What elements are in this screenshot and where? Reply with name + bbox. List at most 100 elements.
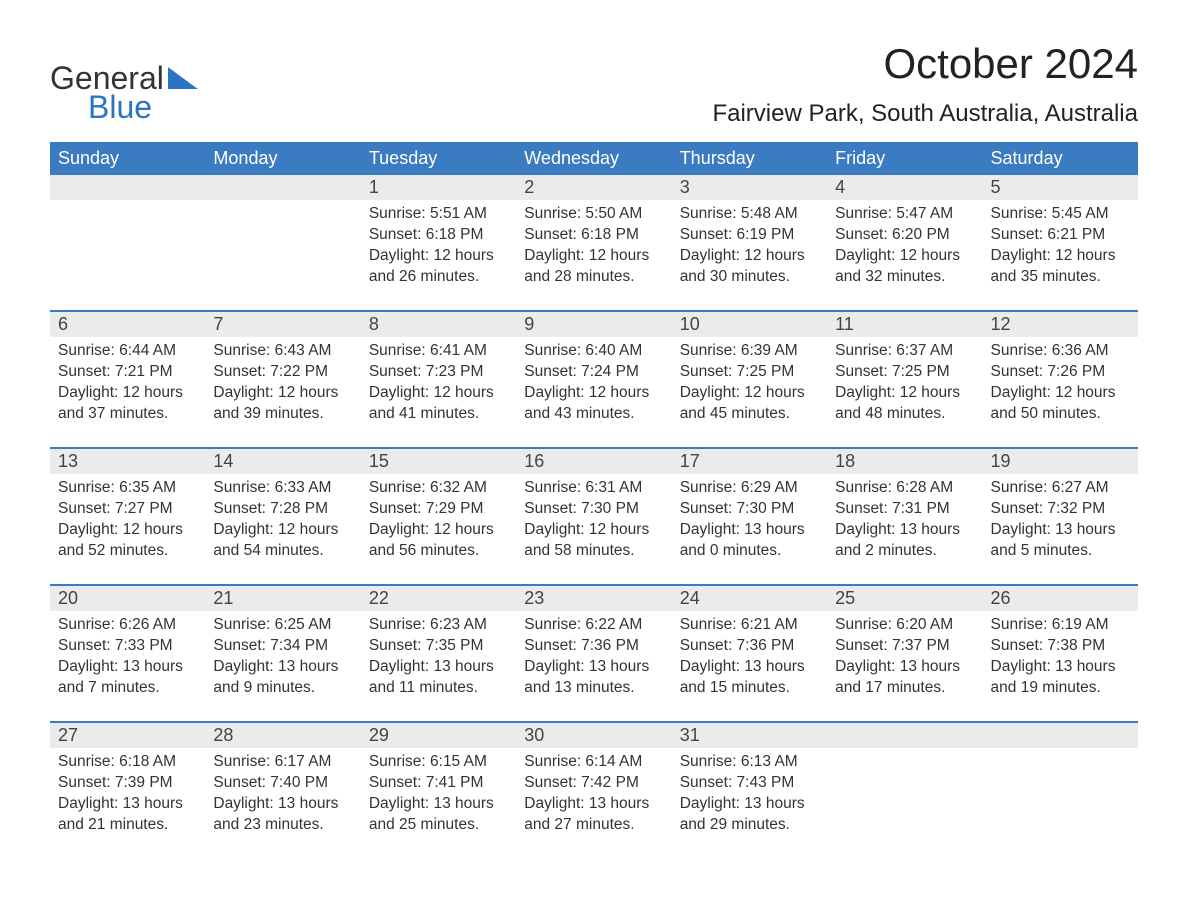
sunrise-text: Sunrise: 6:28 AM: [835, 478, 974, 499]
logo-triangle-icon: [168, 67, 198, 89]
daylight-text: Daylight: 12 hours and 50 minutes.: [991, 383, 1130, 425]
sunset-text: Sunset: 7:29 PM: [369, 499, 508, 520]
day-number: 12: [983, 312, 1138, 337]
daylight-text: Daylight: 13 hours and 23 minutes.: [213, 794, 352, 836]
day-number: 22: [361, 586, 516, 611]
sunrise-text: Sunrise: 6:41 AM: [369, 341, 508, 362]
day-number: 23: [516, 586, 671, 611]
data-row: Sunrise: 6:26 AMSunset: 7:33 PMDaylight:…: [50, 611, 1138, 711]
daylight-text: Daylight: 13 hours and 0 minutes.: [680, 520, 819, 562]
sunset-text: Sunset: 7:28 PM: [213, 499, 352, 520]
daylight-text: Daylight: 13 hours and 2 minutes.: [835, 520, 974, 562]
sunrise-text: Sunrise: 6:35 AM: [58, 478, 197, 499]
day-number: [50, 175, 205, 200]
title-block: October 2024 Fairview Park, South Austra…: [712, 40, 1138, 128]
day-data: Sunrise: 6:23 AMSunset: 7:35 PMDaylight:…: [361, 611, 516, 711]
sunrise-text: Sunrise: 6:15 AM: [369, 752, 508, 773]
sunrise-text: Sunrise: 5:45 AM: [991, 204, 1130, 225]
sunset-text: Sunset: 7:41 PM: [369, 773, 508, 794]
day-data: Sunrise: 6:33 AMSunset: 7:28 PMDaylight:…: [205, 474, 360, 574]
sunset-text: Sunset: 7:24 PM: [524, 362, 663, 383]
day-data: Sunrise: 6:13 AMSunset: 7:43 PMDaylight:…: [672, 748, 827, 848]
day-number: [827, 723, 982, 748]
day-data: Sunrise: 6:39 AMSunset: 7:25 PMDaylight:…: [672, 337, 827, 437]
daylight-text: Daylight: 12 hours and 37 minutes.: [58, 383, 197, 425]
weeks-container: 12345Sunrise: 5:51 AMSunset: 6:18 PMDayl…: [50, 175, 1138, 848]
sunset-text: Sunset: 7:23 PM: [369, 362, 508, 383]
day-number: 15: [361, 449, 516, 474]
day-data: Sunrise: 5:45 AMSunset: 6:21 PMDaylight:…: [983, 200, 1138, 300]
daylight-text: Daylight: 12 hours and 32 minutes.: [835, 246, 974, 288]
sunrise-text: Sunrise: 6:37 AM: [835, 341, 974, 362]
sunrise-text: Sunrise: 5:50 AM: [524, 204, 663, 225]
weekday-header: Wednesday: [516, 142, 671, 175]
sunset-text: Sunset: 7:35 PM: [369, 636, 508, 657]
day-number: 3: [672, 175, 827, 200]
sunset-text: Sunset: 7:34 PM: [213, 636, 352, 657]
daylight-text: Daylight: 13 hours and 9 minutes.: [213, 657, 352, 699]
weekday-header: Tuesday: [361, 142, 516, 175]
day-number: 13: [50, 449, 205, 474]
sunrise-text: Sunrise: 6:25 AM: [213, 615, 352, 636]
day-data: Sunrise: 6:27 AMSunset: 7:32 PMDaylight:…: [983, 474, 1138, 574]
sunset-text: Sunset: 7:36 PM: [680, 636, 819, 657]
daylight-text: Daylight: 13 hours and 17 minutes.: [835, 657, 974, 699]
day-number: 2: [516, 175, 671, 200]
day-data: Sunrise: 6:36 AMSunset: 7:26 PMDaylight:…: [983, 337, 1138, 437]
day-number: [205, 175, 360, 200]
day-number: 29: [361, 723, 516, 748]
day-data: Sunrise: 6:31 AMSunset: 7:30 PMDaylight:…: [516, 474, 671, 574]
sunrise-text: Sunrise: 6:26 AM: [58, 615, 197, 636]
sunrise-text: Sunrise: 6:27 AM: [991, 478, 1130, 499]
sunset-text: Sunset: 7:37 PM: [835, 636, 974, 657]
day-number: [983, 723, 1138, 748]
day-number: 18: [827, 449, 982, 474]
sunrise-text: Sunrise: 5:47 AM: [835, 204, 974, 225]
day-data: Sunrise: 6:28 AMSunset: 7:31 PMDaylight:…: [827, 474, 982, 574]
day-number: 27: [50, 723, 205, 748]
sunset-text: Sunset: 7:40 PM: [213, 773, 352, 794]
sunset-text: Sunset: 7:30 PM: [680, 499, 819, 520]
sunset-text: Sunset: 6:20 PM: [835, 225, 974, 246]
daylight-text: Daylight: 13 hours and 5 minutes.: [991, 520, 1130, 562]
sunrise-text: Sunrise: 6:33 AM: [213, 478, 352, 499]
weekday-header-row: Sunday Monday Tuesday Wednesday Thursday…: [50, 142, 1138, 175]
day-data: Sunrise: 5:47 AMSunset: 6:20 PMDaylight:…: [827, 200, 982, 300]
sunrise-text: Sunrise: 6:43 AM: [213, 341, 352, 362]
sunset-text: Sunset: 7:22 PM: [213, 362, 352, 383]
daylight-text: Daylight: 13 hours and 25 minutes.: [369, 794, 508, 836]
sunset-text: Sunset: 7:27 PM: [58, 499, 197, 520]
day-data: Sunrise: 6:21 AMSunset: 7:36 PMDaylight:…: [672, 611, 827, 711]
sunset-text: Sunset: 6:21 PM: [991, 225, 1130, 246]
calendar-page: General Blue October 2024 Fairview Park,…: [0, 0, 1188, 878]
daylight-text: Daylight: 12 hours and 43 minutes.: [524, 383, 663, 425]
sunrise-text: Sunrise: 6:14 AM: [524, 752, 663, 773]
day-number: 20: [50, 586, 205, 611]
day-data: Sunrise: 6:14 AMSunset: 7:42 PMDaylight:…: [516, 748, 671, 848]
day-data: Sunrise: 6:32 AMSunset: 7:29 PMDaylight:…: [361, 474, 516, 574]
day-number: 5: [983, 175, 1138, 200]
sunset-text: Sunset: 7:39 PM: [58, 773, 197, 794]
calendar-grid: Sunday Monday Tuesday Wednesday Thursday…: [50, 142, 1138, 848]
week-block: 6789101112Sunrise: 6:44 AMSunset: 7:21 P…: [50, 310, 1138, 437]
sunset-text: Sunset: 7:42 PM: [524, 773, 663, 794]
day-data: [827, 748, 982, 848]
day-data: Sunrise: 6:22 AMSunset: 7:36 PMDaylight:…: [516, 611, 671, 711]
day-number: 25: [827, 586, 982, 611]
daylight-text: Daylight: 12 hours and 58 minutes.: [524, 520, 663, 562]
sunrise-text: Sunrise: 5:48 AM: [680, 204, 819, 225]
daynum-row: 20212223242526: [50, 586, 1138, 611]
page-header: General Blue October 2024 Fairview Park,…: [50, 40, 1138, 128]
sunrise-text: Sunrise: 6:20 AM: [835, 615, 974, 636]
daylight-text: Daylight: 13 hours and 7 minutes.: [58, 657, 197, 699]
day-data: [983, 748, 1138, 848]
sunset-text: Sunset: 7:38 PM: [991, 636, 1130, 657]
daylight-text: Daylight: 12 hours and 56 minutes.: [369, 520, 508, 562]
sunset-text: Sunset: 6:18 PM: [369, 225, 508, 246]
daylight-text: Daylight: 12 hours and 35 minutes.: [991, 246, 1130, 288]
day-number: 6: [50, 312, 205, 337]
sunrise-text: Sunrise: 6:40 AM: [524, 341, 663, 362]
daylight-text: Daylight: 12 hours and 48 minutes.: [835, 383, 974, 425]
sunrise-text: Sunrise: 6:39 AM: [680, 341, 819, 362]
day-data: Sunrise: 5:48 AMSunset: 6:19 PMDaylight:…: [672, 200, 827, 300]
